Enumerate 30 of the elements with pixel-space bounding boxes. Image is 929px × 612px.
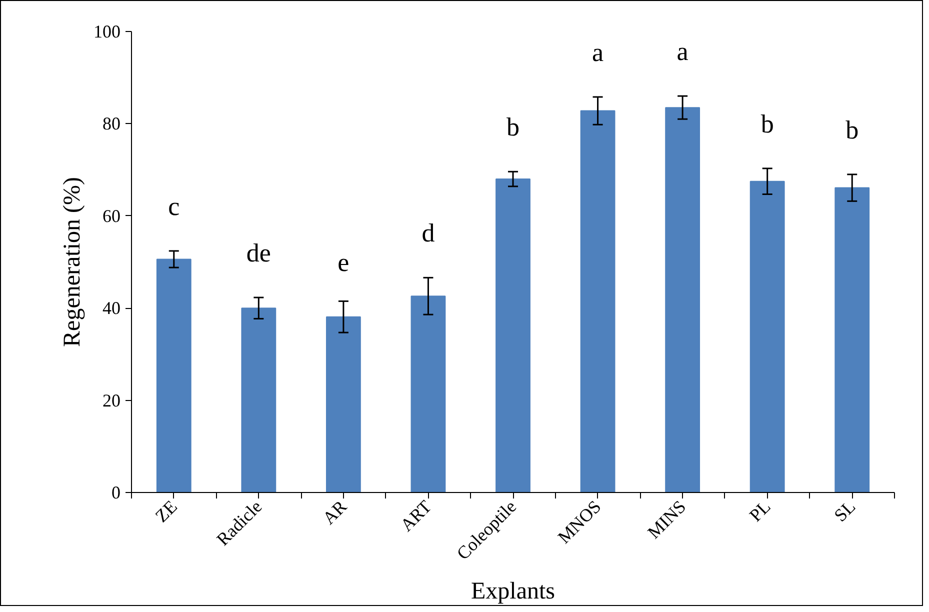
y-tick-label: 20: [102, 390, 120, 410]
bar: [834, 187, 870, 492]
bar: [496, 178, 530, 492]
bar: [410, 296, 446, 492]
annotation: a: [676, 37, 689, 66]
bar: [326, 316, 361, 492]
x-tick-label: SL: [830, 496, 860, 526]
y-tick-label: 40: [102, 298, 120, 318]
bar: [241, 308, 276, 492]
annotation: d: [422, 218, 435, 248]
x-tick-label: ZE: [151, 496, 181, 526]
annotation: b: [846, 115, 859, 144]
annotation: b: [760, 109, 774, 138]
x-axis-title: Explants: [471, 578, 556, 605]
y-tick-label: 60: [102, 206, 120, 226]
annotation: de: [246, 238, 271, 268]
annotation: a: [592, 38, 604, 67]
bar: [156, 258, 192, 492]
bar: [580, 110, 616, 492]
bar: [665, 107, 700, 492]
annotation: b: [506, 112, 520, 142]
x-tick-label: PL: [745, 496, 774, 526]
x-tick-label: AR: [318, 496, 351, 528]
y-tick-label: 0: [112, 482, 120, 502]
annotation: e: [338, 248, 350, 278]
annotation: c: [168, 192, 180, 221]
y-axis-title: Regeneration (%): [60, 177, 86, 347]
bar: [750, 180, 785, 492]
y-tick-label: 100: [94, 22, 120, 42]
y-tick-label: 80: [102, 114, 120, 134]
